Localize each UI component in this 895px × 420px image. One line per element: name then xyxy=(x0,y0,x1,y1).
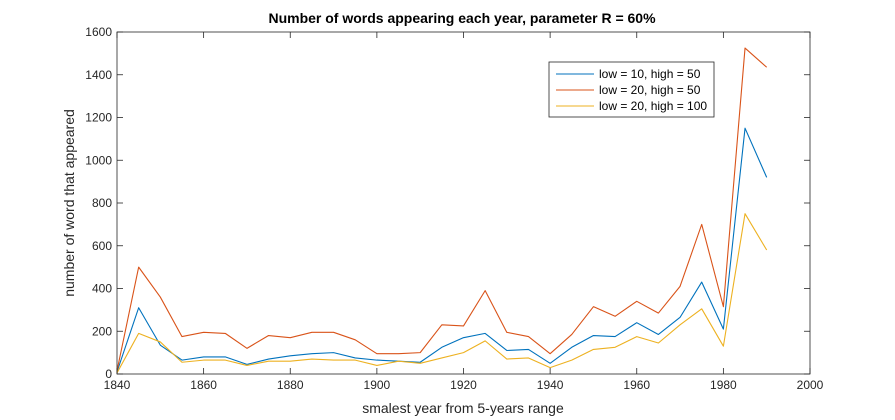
x-tick-label: 1860 xyxy=(190,378,217,392)
x-axis-label: smalest year from 5-years range xyxy=(362,400,564,416)
y-tick-label: 400 xyxy=(92,282,112,296)
y-tick-label: 1600 xyxy=(85,25,112,39)
y-tick-label: 600 xyxy=(92,239,112,253)
series-layer xyxy=(116,47,768,374)
y-tick-label: 0 xyxy=(105,367,112,381)
x-tick-label: 1940 xyxy=(537,378,564,392)
y-tick-label: 200 xyxy=(92,324,112,338)
series-line-1 xyxy=(116,127,768,373)
legend-label-1: low = 10, high = 50 xyxy=(599,67,701,81)
y-tick-label: 1400 xyxy=(85,68,112,82)
y-tick-label: 1000 xyxy=(85,153,112,167)
x-axis-ticks: 1840 1860 1880 1900 1920 1940 1960 1980 2000 xyxy=(104,32,824,392)
legend-label-3: low = 20, high = 100 xyxy=(599,99,707,113)
y-tick-label: 800 xyxy=(92,196,112,210)
x-tick-label: 2000 xyxy=(797,378,824,392)
legend-label-2: low = 20, high = 50 xyxy=(599,83,701,97)
y-axis-label: number of word that appeared xyxy=(61,109,77,297)
x-tick-label: 1960 xyxy=(623,378,650,392)
series-line-2 xyxy=(116,47,768,371)
x-tick-label: 1880 xyxy=(277,378,304,392)
chart-title: Number of words appearing each year, par… xyxy=(268,10,656,26)
x-tick-label: 1840 xyxy=(104,378,131,392)
legend: low = 10, high = 50 low = 20, high = 50 lo… xyxy=(548,61,715,118)
y-axis-ticks: 0 200 400 600 800 1000 1200 1400 1600 xyxy=(85,25,810,381)
x-tick-label: 1900 xyxy=(364,378,391,392)
series-line-3 xyxy=(116,213,768,374)
x-tick-label: 1980 xyxy=(710,378,737,392)
x-tick-label: 1920 xyxy=(450,378,477,392)
y-tick-label: 1200 xyxy=(85,111,112,125)
